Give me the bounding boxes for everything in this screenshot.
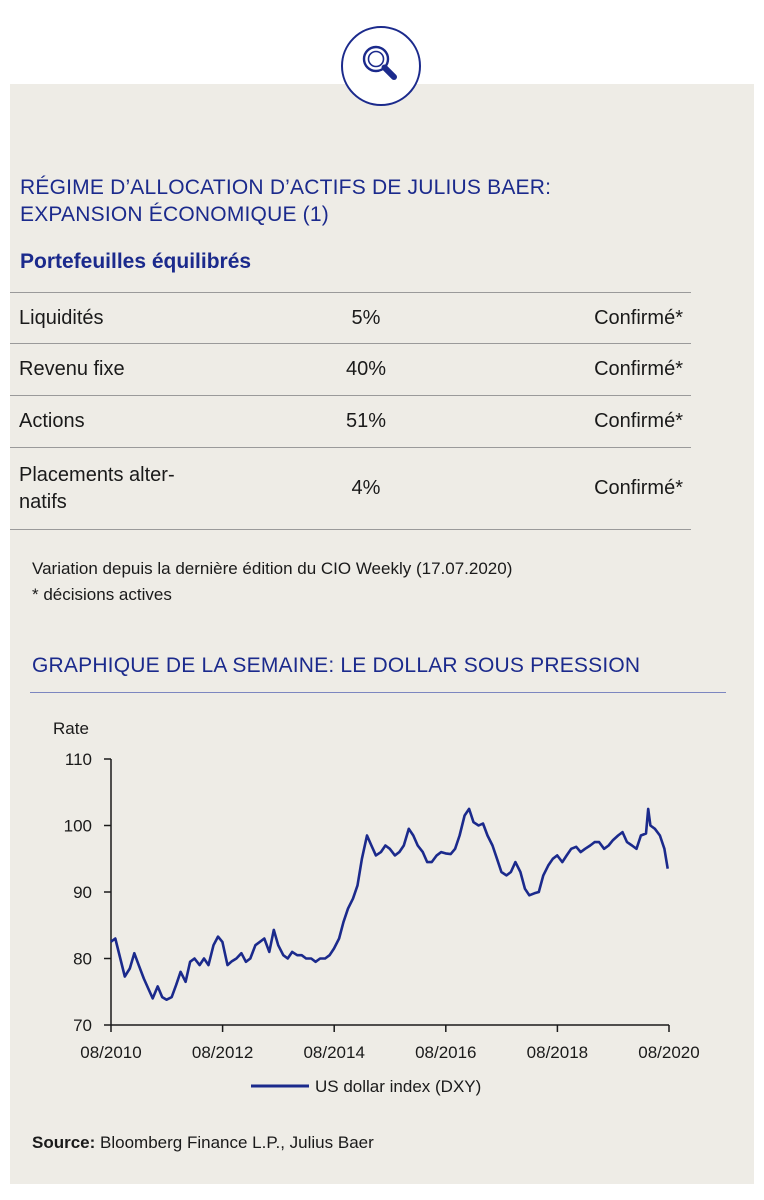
x-tick-label: 08/2018 [527, 1043, 588, 1062]
asset-decision: Confirmé* [474, 292, 691, 344]
asset-weight: 4% [257, 447, 474, 530]
magnifier-icon [362, 45, 397, 80]
allocation-note: Variation depuis la dernière édition du … [32, 559, 513, 578]
allocation-table: Liquidités 5% Confirmé* Revenu fixe 40% … [10, 292, 691, 530]
x-tick-label: 08/2020 [638, 1043, 699, 1062]
source-label: Source: [32, 1133, 96, 1152]
allocation-title-line1: RÉGIME D’ALLOCATION D’ACTIFS DE JULIUS B… [20, 176, 552, 199]
asset-decision: Confirmé* [474, 447, 691, 530]
y-tick-label: 70 [73, 1016, 92, 1035]
asset-decision: Confirmé* [474, 395, 691, 448]
table-row: Liquidités 5% Confirmé* [10, 292, 691, 344]
allocation-title-line2: EXPANSION ÉCONOMIQUE (1) [20, 203, 329, 226]
asset-weight: 40% [257, 343, 474, 396]
chart-legend: US dollar index (DXY) [251, 1077, 481, 1096]
x-tick-label: 08/2016 [415, 1043, 476, 1062]
asset-name: Placements alter- natifs [10, 447, 257, 530]
legend-label: US dollar index (DXY) [315, 1077, 481, 1096]
content-panel [10, 84, 754, 1184]
asset-weight: 51% [257, 395, 474, 448]
asset-name-line1: Placements alter- [19, 463, 175, 486]
asset-decision: Confirmé* [474, 343, 691, 396]
source-line: Source: Bloomberg Finance L.P., Julius B… [32, 1133, 374, 1153]
table-row: Revenu fixe 40% Confirmé* [10, 343, 691, 396]
series-line-dxy [110, 807, 669, 1001]
y-tick-label: 90 [73, 883, 92, 902]
y-tick-label: 100 [64, 817, 92, 836]
table-row: Placements alter- natifs 4% Confirmé* [10, 447, 691, 530]
x-tick-label: 08/2014 [303, 1043, 364, 1062]
chart-title: GRAPHIQUE DE LA SEMAINE: LE DOLLAR SOUS … [32, 654, 641, 677]
x-tick-label: 08/2010 [80, 1043, 141, 1062]
x-tick-label: 08/2012 [192, 1043, 253, 1062]
asset-weight: 5% [257, 292, 474, 344]
y-tick-label: 110 [65, 750, 92, 769]
y-axis-label: Rate [53, 719, 89, 738]
asset-name-line2: natifs [19, 490, 67, 513]
footnote-active-decisions: * décisions actives [32, 585, 172, 604]
source-text: Bloomberg Finance L.P., Julius Baer [100, 1133, 374, 1152]
asset-name: Revenu fixe [10, 343, 257, 396]
chart-axes: Rate 70 80 90 100 110 08/2010 08/2012 08/2014 08/… [53, 719, 700, 1062]
asset-name: Liquidités [10, 292, 257, 344]
chart-plot [110, 807, 669, 1001]
allocation-subtitle: Portefeuilles équilibrés [20, 250, 252, 273]
y-tick-label: 80 [73, 950, 92, 969]
divider [30, 692, 726, 693]
asset-name: Actions [10, 395, 257, 448]
table-row: Actions 51% Confirmé* [10, 395, 691, 448]
magnifier-badge [341, 26, 421, 106]
